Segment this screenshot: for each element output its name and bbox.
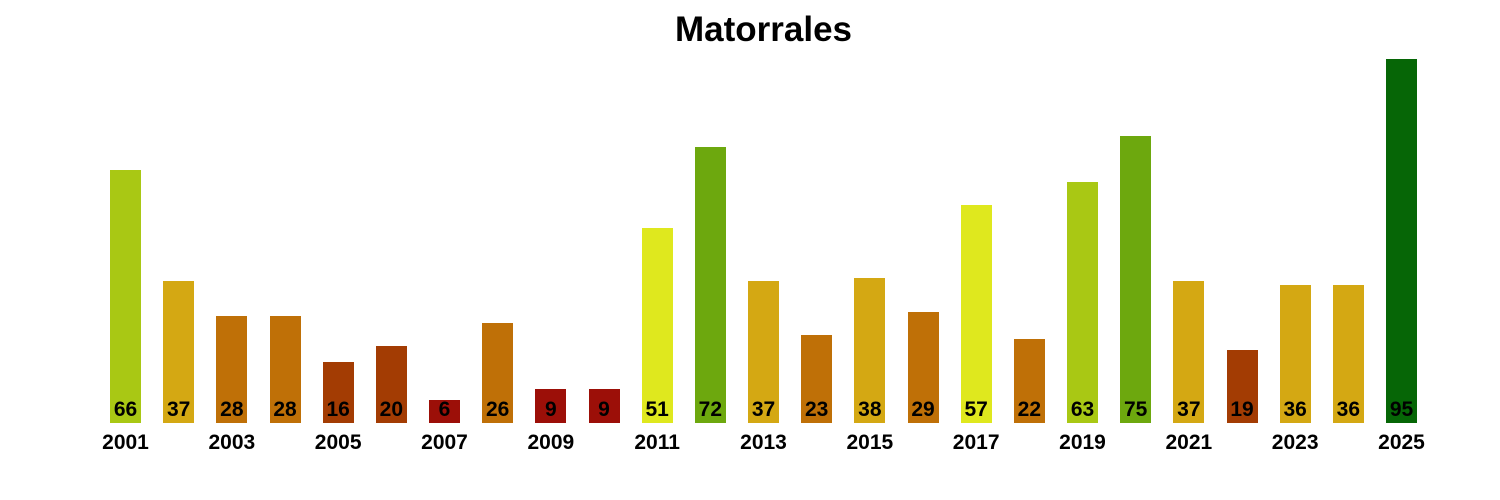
bar-value-label: 63 bbox=[1070, 398, 1095, 421]
bar-value-label: 16 bbox=[326, 398, 350, 421]
bar: 51 bbox=[641, 227, 673, 423]
chart-title: Matorrales bbox=[674, 10, 853, 49]
bar: 6 bbox=[429, 398, 460, 423]
x-axis-tick-label: 2009 bbox=[527, 431, 575, 454]
bar: 37 bbox=[748, 281, 779, 423]
plot-area: 66 37 28 28 16 20 6 26 9 9 51 72 37 23 38 29 57 22 63 75 37 1… bbox=[110, 40, 1417, 423]
bar-value-label: 37 bbox=[166, 398, 191, 421]
bar-value-label: 20 bbox=[379, 398, 404, 421]
bar-value-label: 28 bbox=[220, 398, 244, 421]
bar: 37 bbox=[163, 281, 195, 423]
bar-value-label: 23 bbox=[804, 398, 829, 421]
bar: 36 bbox=[1279, 285, 1311, 423]
x-axis-tick-label: 2007 bbox=[421, 431, 468, 454]
bar-value-label: 66 bbox=[113, 398, 138, 421]
bar-value-label: 95 bbox=[1389, 398, 1414, 421]
bar-value-label: 29 bbox=[911, 398, 935, 421]
bar-value-label: 28 bbox=[273, 398, 297, 421]
bar-value-label: 37 bbox=[751, 398, 776, 421]
bar: 63 bbox=[1067, 181, 1098, 423]
bar-value-label: 37 bbox=[1177, 398, 1201, 421]
bar: 23 bbox=[801, 334, 833, 423]
x-axis: 2001 2003 2005 2007 2009 2011 2013 2015 2017 2019… bbox=[102, 431, 1425, 461]
x-axis-tick-label: 2013 bbox=[740, 431, 787, 454]
bar-value-label: 26 bbox=[485, 398, 510, 421]
x-axis-tick-label: 2015 bbox=[846, 431, 894, 454]
bar: 57 bbox=[960, 204, 992, 423]
bar-value-label: 38 bbox=[858, 398, 882, 421]
x-axis-tick-label: 2021 bbox=[1165, 431, 1213, 454]
x-axis-tick-label: 2011 bbox=[634, 431, 680, 454]
bar: 26 bbox=[482, 323, 514, 423]
x-axis-tick-label: 2001 bbox=[102, 431, 149, 454]
bar-value-label: 9 bbox=[544, 398, 557, 421]
bar: 28 bbox=[269, 315, 301, 423]
bar-value-label: 51 bbox=[645, 398, 669, 421]
bar: 9 bbox=[588, 388, 620, 423]
x-axis-tick-label: 2025 bbox=[1378, 431, 1425, 454]
x-axis-tick-label: 2017 bbox=[952, 431, 1000, 454]
bar: 75 bbox=[1120, 135, 1152, 423]
bar: 38 bbox=[854, 277, 886, 423]
bar: 95 bbox=[1386, 59, 1417, 423]
bar: 16 bbox=[322, 361, 354, 423]
bar-value-label: 57 bbox=[964, 398, 988, 421]
bar: 29 bbox=[907, 311, 939, 423]
bar: 20 bbox=[375, 346, 407, 423]
bar-value-label: 6 bbox=[438, 398, 451, 421]
bar: 22 bbox=[1013, 338, 1045, 423]
x-axis-tick-label: 2019 bbox=[1059, 431, 1106, 454]
bar-value-label: 36 bbox=[1283, 398, 1307, 421]
bar: 28 bbox=[216, 315, 248, 423]
bar: 66 bbox=[110, 170, 141, 423]
bar-value-label: 9 bbox=[598, 398, 610, 421]
x-axis-tick-label: 2005 bbox=[314, 431, 362, 454]
bar: 9 bbox=[535, 388, 567, 423]
bar: 37 bbox=[1173, 281, 1205, 423]
x-axis-tick-label: 2023 bbox=[1271, 431, 1319, 454]
bar: 36 bbox=[1332, 285, 1364, 423]
bar-value-label: 36 bbox=[1336, 398, 1361, 421]
bar: 19 bbox=[1226, 350, 1258, 423]
bar-value-label: 72 bbox=[698, 398, 723, 421]
bar: 72 bbox=[694, 147, 726, 423]
bar-value-label: 22 bbox=[1017, 398, 1042, 421]
bar-value-label: 19 bbox=[1230, 398, 1254, 421]
bar-value-label: 75 bbox=[1123, 398, 1148, 421]
x-axis-tick-label: 2003 bbox=[208, 431, 256, 454]
